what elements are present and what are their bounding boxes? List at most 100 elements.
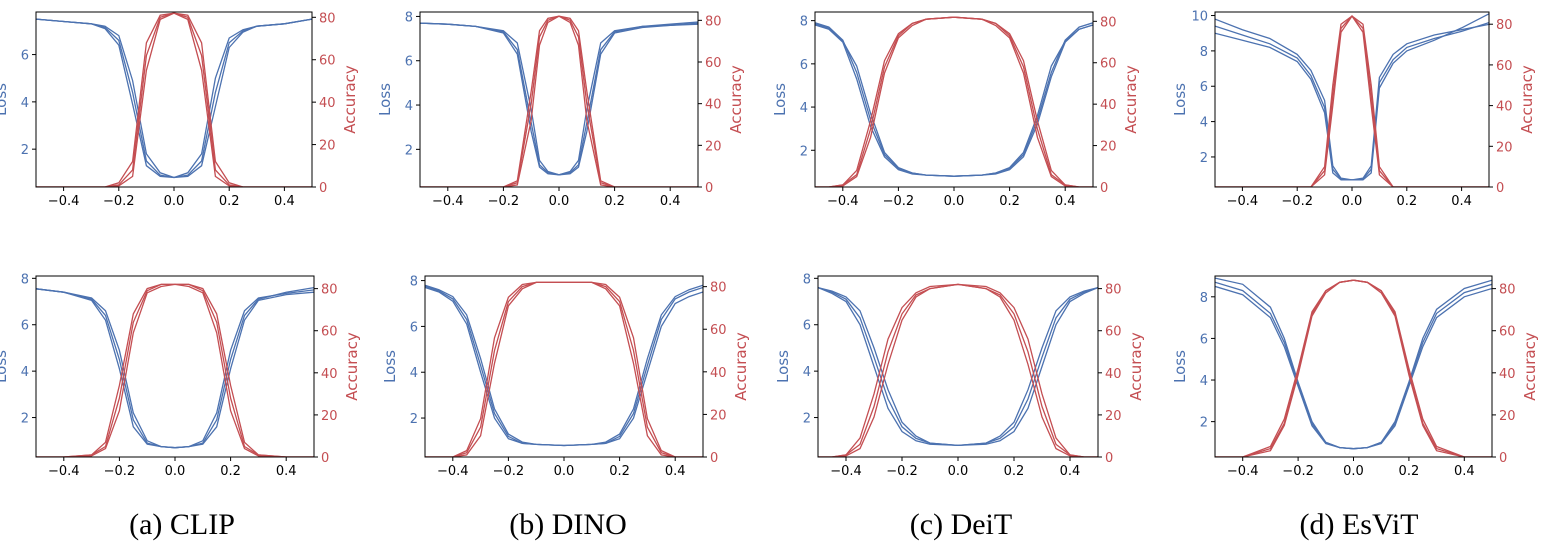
loss-line-0 [36, 18, 312, 179]
subfigure-caption: (d) EsViT [1299, 508, 1418, 541]
loss-line-2 [815, 23, 1093, 177]
y-right-tick-label: 40 [705, 98, 722, 113]
accuracy-line-2 [420, 15, 698, 187]
y-left-tick-label: 4 [405, 99, 413, 114]
y-left-tick-label: 4 [800, 101, 808, 116]
x-tick-label: 0.2 [1396, 194, 1417, 209]
accuracy-line-0 [36, 283, 314, 457]
x-tick-label: 0.4 [1060, 464, 1081, 479]
y-left-tick-label: 8 [1200, 291, 1208, 306]
y-left-label: Loss [0, 83, 10, 116]
y-left-label: Loss [381, 350, 399, 383]
y-left-tick-label: 4 [21, 365, 29, 380]
x-tick-label: 0.4 [1454, 464, 1475, 479]
plot-frame [35, 11, 313, 188]
subfigure-caption: (a) CLIP [129, 508, 235, 541]
y-right-tick-label: 20 [1499, 409, 1516, 424]
y-left-label: Loss [1171, 350, 1189, 383]
y-left-tick-label: 6 [405, 55, 413, 70]
x-tick-label: 0.2 [1004, 464, 1025, 479]
y-right-tick-label: 80 [1100, 15, 1117, 30]
y-right-tick-label: 0 [1496, 181, 1504, 196]
plot-frame [817, 275, 1099, 458]
x-tick-label: −0.4 [1227, 194, 1259, 209]
y-right-tick-label: 20 [1105, 409, 1122, 424]
y-right-tick-label: 20 [1496, 140, 1513, 155]
y-right-label: Accuracy [1127, 332, 1145, 401]
y-right-tick-label: 20 [319, 139, 336, 154]
y-right-tick-label: 60 [1496, 59, 1513, 74]
accuracy-line-2 [36, 12, 312, 187]
y-right-tick-label: 0 [1105, 451, 1113, 466]
y-right-label: Accuracy [727, 65, 745, 134]
y-right-tick-label: 60 [321, 325, 338, 340]
x-tick-label: −0.2 [883, 194, 915, 209]
x-tick-label: −0.4 [48, 464, 80, 479]
x-tick-label: −0.4 [827, 194, 859, 209]
y-right-label: Accuracy [732, 332, 750, 401]
plot-frame [814, 11, 1094, 188]
accuracy-line-0 [420, 15, 698, 187]
subfigure-caption: (b) DINO [509, 508, 626, 541]
y-left-tick-label: 6 [21, 49, 29, 64]
y-right-tick-label: 0 [1100, 181, 1108, 196]
loss-line-2 [425, 286, 703, 447]
y-left-tick-label: 2 [1200, 416, 1208, 431]
y-right-label: Accuracy [343, 332, 361, 401]
y-left-label: Loss [774, 350, 792, 383]
y-left-label: Loss [376, 83, 394, 116]
y-right-label: Accuracy [341, 65, 359, 134]
y-left-tick-label: 8 [405, 10, 413, 25]
x-tick-label: 0.0 [1343, 464, 1364, 479]
y-right-tick-label: 80 [1496, 18, 1513, 33]
y-right-label: Accuracy [1518, 65, 1536, 134]
accuracy-line-1 [815, 16, 1093, 187]
x-tick-label: 0.4 [276, 464, 297, 479]
accuracy-line-0 [1215, 15, 1489, 187]
y-left-tick-label: 4 [410, 366, 418, 381]
y-right-tick-label: 60 [710, 323, 727, 338]
accuracy-line-1 [420, 15, 698, 187]
y-left-tick-label: 6 [800, 58, 808, 73]
accuracy-line-2 [1215, 279, 1492, 457]
y-left-tick-label: 6 [1200, 332, 1208, 347]
y-right-tick-label: 0 [705, 181, 713, 196]
y-left-tick-label: 4 [1200, 374, 1208, 389]
y-right-tick-label: 20 [321, 409, 338, 424]
accuracy-line-2 [815, 16, 1093, 187]
y-right-tick-label: 80 [705, 14, 722, 29]
x-tick-label: −0.4 [48, 194, 80, 209]
y-right-tick-label: 80 [710, 281, 727, 296]
loss-line-0 [420, 21, 698, 176]
y-left-tick-label: 2 [800, 144, 808, 159]
accuracy-line-2 [425, 281, 703, 457]
loss-line-2 [1215, 277, 1492, 450]
x-tick-label: 0.0 [944, 194, 965, 209]
loss-line-1 [36, 18, 312, 179]
x-tick-label: −0.2 [493, 464, 525, 479]
y-right-tick-label: 20 [1100, 140, 1117, 155]
loss-line-2 [36, 288, 314, 449]
accuracy-line-0 [815, 16, 1093, 187]
panel-esvit-row0: −0.4 −0.2 0.0 0.2 0.4 2 4 6 8 10 0 20 40 60 80 Loss Accu… [1171, 10, 1536, 209]
plot-frame [419, 11, 699, 188]
x-tick-label: −0.4 [437, 464, 469, 479]
y-right-tick-label: 40 [319, 96, 336, 111]
y-left-tick-label: 2 [410, 412, 418, 427]
y-left-tick-label: 8 [410, 275, 418, 290]
y-right-tick-label: 60 [319, 54, 336, 69]
y-left-tick-label: 2 [21, 412, 29, 427]
y-left-label: Loss [1171, 83, 1189, 116]
loss-line-1 [425, 285, 703, 447]
loss-line-0 [36, 286, 314, 449]
y-right-tick-label: 0 [321, 451, 329, 466]
y-right-label: Accuracy [1122, 65, 1140, 134]
subfigure-caption: (c) DeiT [910, 508, 1012, 541]
x-tick-label: −0.2 [104, 464, 136, 479]
y-right-tick-label: 40 [1499, 367, 1516, 382]
